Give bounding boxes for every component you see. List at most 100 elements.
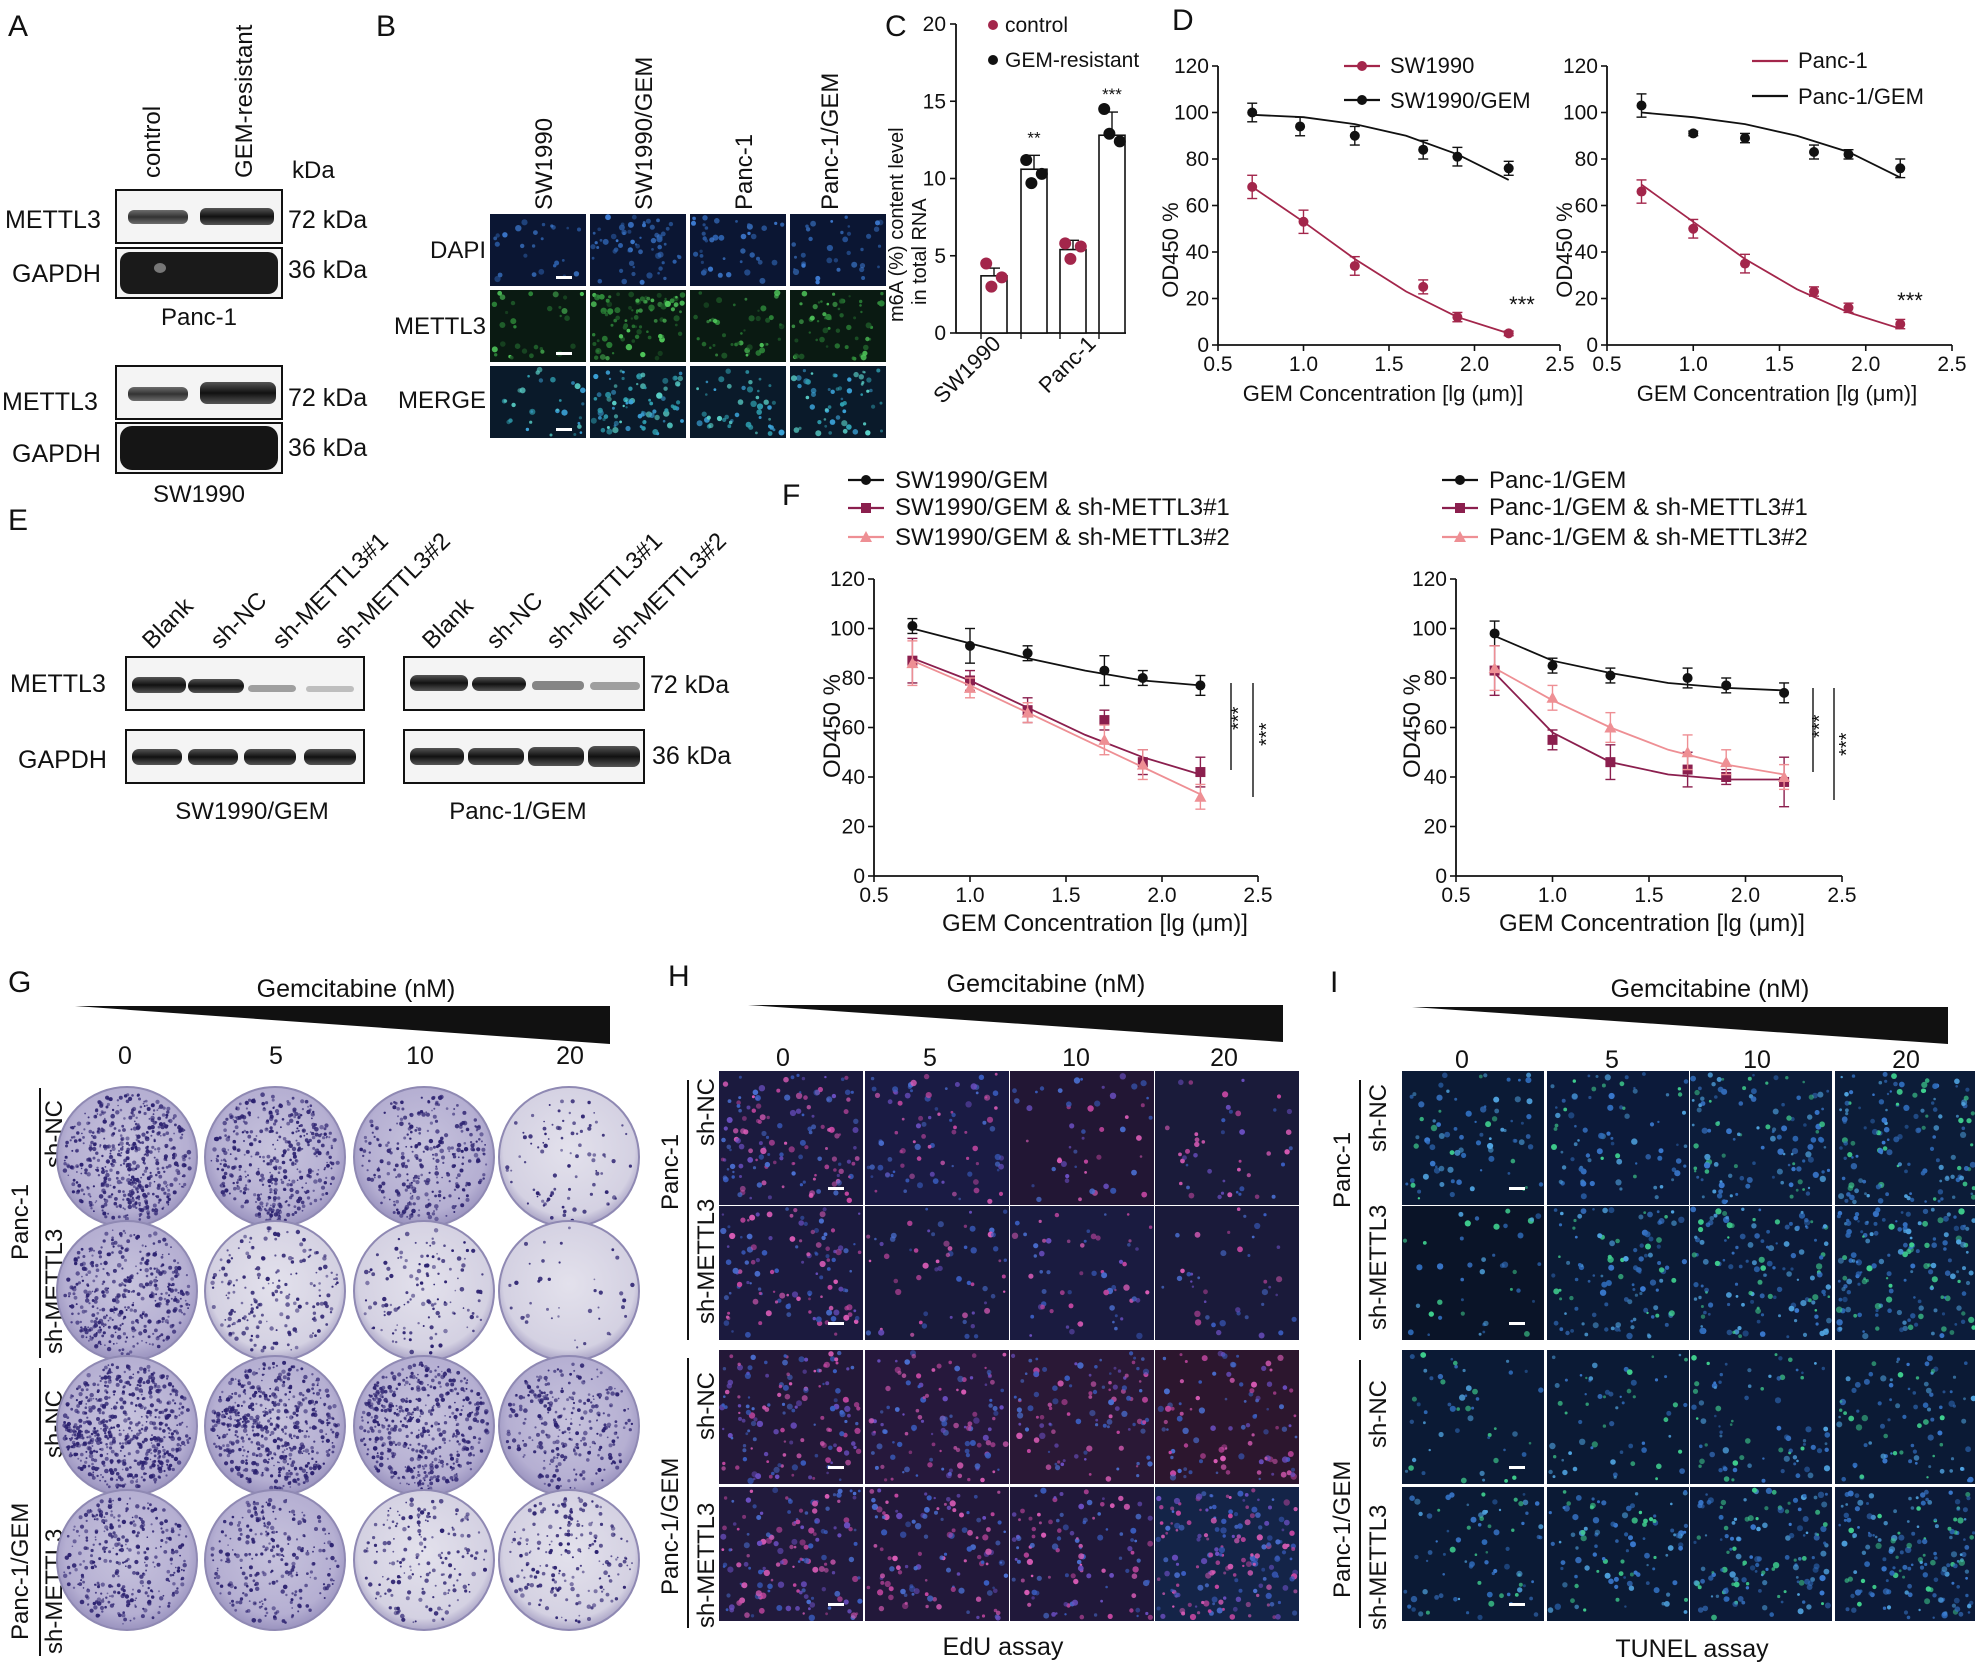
colony-dot	[122, 1207, 125, 1209]
colony-dot	[315, 1251, 319, 1255]
colony-dot	[130, 1146, 135, 1151]
colony-dot	[293, 1480, 296, 1483]
colony-dot	[456, 1147, 461, 1153]
colony-dot	[162, 1133, 166, 1137]
colony-dot	[296, 1127, 299, 1130]
colony-dot	[151, 1130, 155, 1133]
colony-dot	[362, 1410, 366, 1415]
colony-dot	[281, 1154, 285, 1158]
colony-dot	[125, 1336, 128, 1339]
colony-dot	[460, 1129, 464, 1133]
colony-dot	[149, 1174, 153, 1179]
cell-dot	[757, 389, 760, 393]
cell-dot	[606, 428, 613, 435]
colony-dot	[430, 1451, 435, 1455]
colony-dot	[91, 1290, 94, 1293]
blot-band	[306, 686, 354, 692]
colony-dot	[107, 1098, 110, 1101]
cell-dot	[597, 278, 603, 284]
colony-dot	[91, 1476, 96, 1480]
cell-dot	[559, 314, 562, 318]
colony-dot	[306, 1109, 311, 1115]
colony-dot	[439, 1455, 442, 1458]
colony-dot	[149, 1267, 153, 1270]
colony-dot	[108, 1194, 113, 1199]
colony-dot	[557, 1109, 561, 1113]
colony-dot	[87, 1464, 91, 1468]
colony-dot	[408, 1468, 411, 1471]
colony-dot	[568, 1111, 571, 1115]
cell-dot	[660, 231, 666, 237]
colony-dot	[407, 1127, 412, 1131]
colony-dot	[215, 1445, 218, 1449]
colony-dot	[404, 1259, 408, 1263]
colony-dot	[454, 1387, 457, 1391]
colony-dot	[411, 1293, 416, 1298]
significance-label: ***	[1509, 292, 1535, 317]
cell-dot	[824, 408, 829, 412]
colony-dot	[212, 1147, 217, 1152]
cell-dot	[676, 254, 680, 258]
colony-dot	[294, 1211, 298, 1214]
colony-dot	[126, 1214, 129, 1216]
colony-dot	[465, 1194, 469, 1198]
colony-dot	[421, 1444, 424, 1448]
colony-dot	[149, 1171, 152, 1174]
colony-dot	[148, 1451, 150, 1453]
colony-dot	[320, 1143, 325, 1148]
colony-dot	[558, 1261, 561, 1264]
colony-dot	[145, 1146, 149, 1150]
colony-dot	[210, 1159, 213, 1162]
if-image-tile	[490, 366, 586, 438]
colony-dot	[261, 1183, 265, 1187]
colony-dot	[157, 1116, 162, 1121]
colony-dot	[287, 1481, 292, 1485]
colony-dot	[80, 1172, 83, 1175]
colony-dot	[163, 1297, 167, 1301]
colony-dot	[557, 1315, 560, 1318]
colony-dot	[335, 1273, 339, 1277]
colony-dot	[403, 1136, 407, 1140]
cell-dot	[669, 298, 675, 304]
colony-dot	[408, 1383, 411, 1386]
colony-dot	[293, 1205, 297, 1208]
colony-dot	[325, 1151, 330, 1156]
fit-curve	[1640, 183, 1901, 330]
colony-dot	[130, 1178, 133, 1182]
colony-dot	[76, 1131, 80, 1135]
colony-dot	[292, 1151, 297, 1156]
data-point-triangle	[906, 657, 919, 669]
colony-dot	[391, 1392, 397, 1398]
colony-dot	[162, 1206, 165, 1209]
colony-dot	[458, 1442, 461, 1446]
if-image-tile	[590, 366, 686, 438]
cell-dot	[642, 420, 647, 425]
cell-dot	[842, 428, 848, 434]
colony-dot	[372, 1397, 375, 1400]
colony-dot	[276, 1113, 279, 1116]
colony-dot	[232, 1146, 237, 1151]
colony-dot	[82, 1255, 86, 1258]
blot-group-label: SW1990/GEM	[175, 798, 328, 825]
colony-dot	[103, 1111, 107, 1114]
cell-dot	[602, 417, 606, 422]
colony-dot	[323, 1127, 327, 1131]
colony-dot	[326, 1163, 330, 1168]
colony-dot	[604, 1190, 609, 1194]
colony-dot	[175, 1447, 179, 1452]
cell-dot	[625, 401, 629, 405]
colony-dot	[311, 1117, 313, 1120]
colony-dot	[330, 1176, 335, 1181]
cell-dot	[613, 420, 619, 426]
colony-dot	[222, 1184, 226, 1188]
colony-dot	[104, 1262, 107, 1265]
colony-dot	[139, 1261, 143, 1265]
colony-dot	[151, 1463, 156, 1468]
cell-dot	[592, 333, 596, 337]
cell-dot	[625, 406, 628, 409]
cell-dot	[639, 236, 642, 239]
colony-dot	[615, 1255, 620, 1260]
colony-dot	[296, 1142, 301, 1146]
colony-dot	[408, 1217, 411, 1220]
colony-dot	[142, 1381, 146, 1385]
